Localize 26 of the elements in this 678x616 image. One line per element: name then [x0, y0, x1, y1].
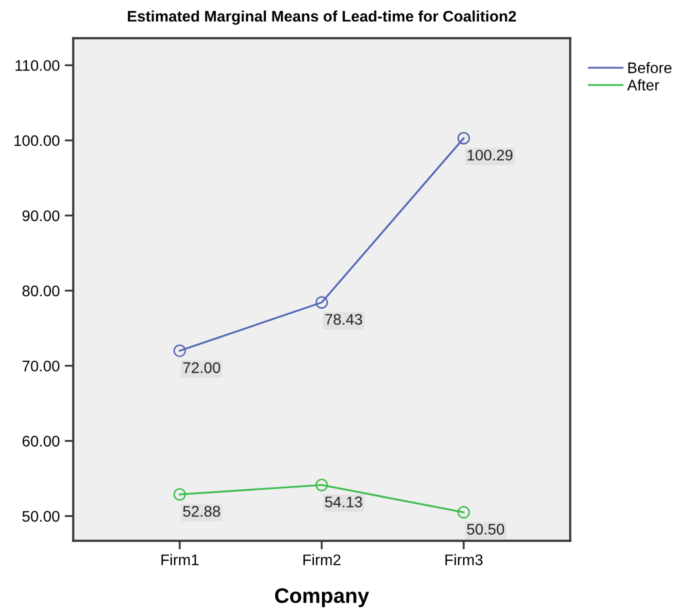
point	[315, 478, 328, 492]
data-label: 100.29	[468, 150, 512, 161]
y-tick-label: 70.00	[22, 360, 60, 372]
x-tick-label: Firm3	[445, 554, 483, 566]
chart-title: Estimated Marginal Means of Lead-time for Coalition2	[128, 10, 516, 25]
y-tick-label: 100.00	[14, 135, 60, 146]
y-tick-label: 80.00	[22, 286, 60, 296]
data-label: 52.88	[183, 506, 220, 517]
point	[173, 488, 186, 501]
y-tick-label: 60.00	[22, 436, 60, 447]
point	[457, 132, 470, 144]
data-label: 50.50	[467, 524, 504, 535]
point	[315, 296, 328, 309]
legend-label: Before	[628, 62, 672, 74]
data-label: 54.13	[325, 496, 362, 508]
point	[457, 506, 470, 519]
x-tick-label: Firm2	[303, 554, 340, 566]
data-label: 78.43	[325, 314, 362, 325]
legend-label: After	[627, 79, 660, 91]
y-tick-label: 90.00	[22, 210, 60, 222]
point	[173, 344, 186, 358]
y-tick-label: 110.00	[16, 60, 60, 71]
y-tick-label: 50.00	[22, 510, 60, 522]
data-label: 72.00	[183, 362, 220, 374]
x-tick-label: Firm1	[161, 554, 198, 566]
x-axis-title: Company	[275, 588, 370, 608]
